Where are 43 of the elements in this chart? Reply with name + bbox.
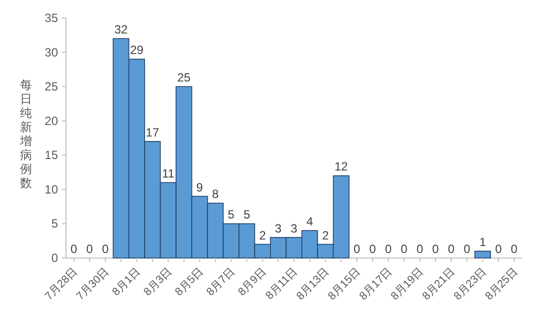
data-label: 0 <box>354 242 361 256</box>
x-tick-label: 8月1日 <box>110 266 143 298</box>
data-label: 25 <box>177 70 191 85</box>
data-label: 5 <box>228 208 235 222</box>
data-label: 0 <box>495 242 502 256</box>
data-label: 3 <box>274 221 282 236</box>
data-label: 8 <box>212 187 220 202</box>
data-label: 9 <box>196 180 204 194</box>
bar <box>474 250 491 258</box>
y-tick-label: 35 <box>44 11 58 25</box>
data-label: 0 <box>432 242 440 256</box>
data-label: 0 <box>369 242 376 256</box>
y-axis-title: 每日纯新增病例数 <box>19 78 32 190</box>
y-tick-label: 10 <box>44 182 58 196</box>
data-label: 0 <box>86 242 94 256</box>
y-tick-label: 20 <box>44 114 58 128</box>
data-label: 17 <box>146 125 160 140</box>
data-label: 0 <box>400 242 408 256</box>
y-tick-label: 0 <box>51 251 58 265</box>
data-label: 1 <box>479 235 486 250</box>
data-label: 4 <box>306 214 314 229</box>
data-label: 0 <box>464 242 471 256</box>
x-tick-label: 8月7日 <box>204 266 238 298</box>
data-label: 11 <box>162 166 175 181</box>
data-label: 0 <box>385 242 392 256</box>
data-label: 29 <box>130 43 144 58</box>
data-label: 32 <box>114 22 128 37</box>
data-label: 5 <box>243 208 250 222</box>
data-label: 12 <box>334 160 348 174</box>
y-tick-label: 25 <box>44 80 58 94</box>
x-tick-label: 8月5日 <box>173 266 206 298</box>
x-tick-label: 8月3日 <box>142 266 174 298</box>
data-label: 0 <box>70 242 78 256</box>
data-label: 2 <box>259 228 266 242</box>
data-label: 0 <box>102 242 109 256</box>
data-label: 0 <box>416 242 424 256</box>
y-tick-label: 15 <box>44 148 58 162</box>
data-label: 0 <box>448 242 455 256</box>
data-label: 0 <box>510 242 518 256</box>
y-tick-label: 5 <box>51 216 58 231</box>
data-label: 2 <box>322 228 330 242</box>
y-tick-label: 30 <box>44 45 58 60</box>
data-label: 3 <box>290 221 298 236</box>
